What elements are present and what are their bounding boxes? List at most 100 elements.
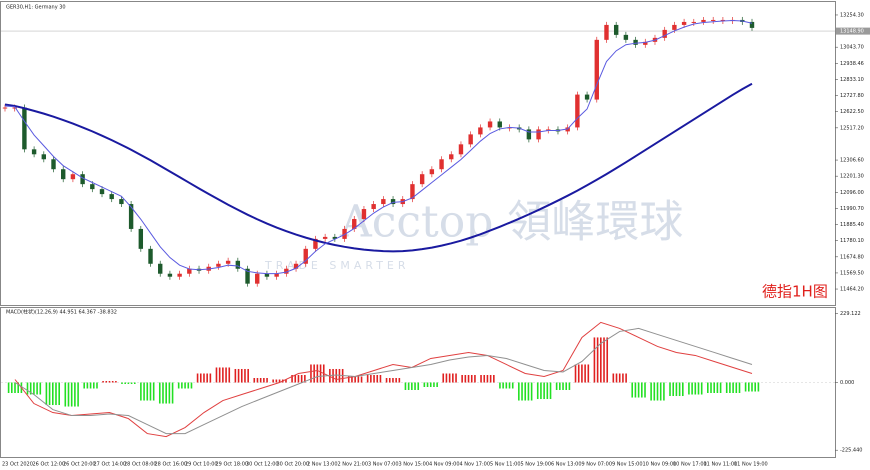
current-price-box — [836, 27, 870, 35]
x-tick-label: 26 Oct 20:00 — [63, 462, 96, 468]
x-tick-label: 5 Nov 11:00 — [490, 462, 521, 468]
candle-body — [167, 273, 173, 277]
candle-body — [264, 273, 270, 277]
candle-body — [584, 94, 590, 100]
current-price-label: 13148.90 — [840, 29, 864, 35]
x-tick-label: 30 Oct 20:00 — [277, 462, 310, 468]
y-tick-label: 12727.80 — [840, 93, 864, 99]
y-tick-label: 12096.00 — [840, 190, 864, 196]
x-tick-label: 23 Oct 2020 — [2, 462, 33, 468]
candle-body — [478, 127, 483, 135]
x-tick-label: 2 Nov 21:00 — [338, 462, 369, 468]
candle-body — [643, 41, 648, 45]
candle-body — [128, 204, 134, 229]
candle-body — [613, 24, 619, 35]
candle-body — [322, 236, 328, 239]
candle-body — [90, 184, 95, 190]
candle-body — [158, 263, 163, 274]
price-panel — [0, 1, 836, 306]
x-tick-label: 26 Oct 12:00 — [33, 462, 66, 468]
candle-body — [51, 159, 56, 170]
y-tick-label: 11569.50 — [840, 270, 864, 276]
y-tick-label: 12517.20 — [840, 125, 864, 131]
candle-body — [390, 199, 396, 205]
candle-body — [575, 94, 580, 128]
candle-body — [303, 248, 308, 264]
x-tick-label: 27 Oct 14:00 — [94, 462, 127, 468]
y-tick-label: -225.440 — [840, 448, 862, 454]
candle-body — [61, 169, 66, 180]
candle-body — [749, 21, 755, 28]
x-tick-label: 3 Nov 07:00 — [368, 462, 399, 468]
y-tick-label: 12938.46 — [840, 61, 864, 67]
candle-body — [255, 273, 260, 284]
candle-body — [672, 24, 677, 30]
y-tick-label: 12306.60 — [840, 158, 864, 164]
x-tick-label: 29 Oct 18:00 — [216, 462, 249, 468]
x-tick-label: 10 Nov 09:00 — [643, 462, 677, 468]
candle-body — [352, 218, 357, 229]
candle-body — [80, 174, 85, 185]
candle-body — [429, 169, 435, 175]
x-tick-label: 28 Oct 08:00 — [124, 462, 157, 468]
x-tick-label: 6 Nov 13:00 — [551, 462, 582, 468]
indicator-line — [14, 327, 753, 435]
candle-body — [313, 238, 318, 249]
y-tick-label: 229.122 — [840, 311, 861, 317]
candle-body — [497, 121, 502, 128]
x-tick-label: 11 Nov 11:00 — [704, 462, 738, 468]
indicator-line — [4, 82, 753, 253]
candle-body — [138, 228, 144, 249]
candle-body — [458, 144, 464, 155]
y-tick-label: 12833.10 — [840, 77, 864, 83]
y-tick-label: 12622.50 — [840, 109, 864, 115]
y-tick-label: 13254.30 — [840, 12, 864, 18]
x-tick-label: 9 Nov 15:00 — [612, 462, 643, 468]
y-tick-label: 11885.40 — [840, 222, 864, 228]
candle-body — [225, 260, 231, 264]
candle-body — [235, 260, 241, 269]
candle-body — [245, 268, 250, 284]
y-tick-label: 11990.70 — [840, 206, 864, 212]
x-tick-label: 2 Nov 13:00 — [307, 462, 338, 468]
candle-body — [468, 134, 473, 145]
candle-body — [710, 19, 716, 21]
indicator-line — [4, 20, 753, 275]
annotation: 德指1H图 — [762, 283, 828, 301]
x-tick-label: 28 Oct 16:00 — [155, 462, 188, 468]
x-tick-label: 9 Nov 07:00 — [582, 462, 613, 468]
candle-body — [526, 129, 532, 140]
indicator-line — [14, 321, 753, 438]
candle-body — [22, 107, 27, 150]
candle-body — [449, 154, 454, 160]
candle-body — [419, 174, 425, 185]
candle-body — [681, 21, 687, 25]
candle-body — [633, 39, 638, 45]
candle-body — [177, 273, 182, 277]
candle-body — [594, 39, 599, 100]
candle-body — [371, 204, 376, 210]
x-tick-label: 5 Nov 19:00 — [521, 462, 552, 468]
y-tick-label: 0.000 — [840, 380, 854, 386]
candle-body — [410, 184, 415, 200]
candle-body — [487, 121, 493, 128]
x-tick-label: 4 Nov 09:00 — [429, 462, 460, 468]
candle-body — [342, 228, 347, 239]
watermark-sub: TRADE SMARTER — [264, 259, 410, 272]
y-tick-label: 11780.10 — [840, 238, 864, 244]
candle-body — [41, 154, 47, 160]
chart-title: GER30,H1: Germany 30 — [6, 5, 66, 11]
candle-body — [274, 273, 279, 277]
x-tick-label: 3 Nov 15:00 — [399, 462, 430, 468]
candle-body — [439, 159, 444, 170]
candle-body — [381, 199, 386, 205]
y-tick-label: 11464.20 — [840, 287, 864, 293]
candle-body — [662, 29, 667, 38]
candle-body — [119, 199, 124, 205]
candle-body — [361, 209, 367, 219]
candle-body — [31, 149, 37, 155]
candle-body — [720, 19, 726, 21]
